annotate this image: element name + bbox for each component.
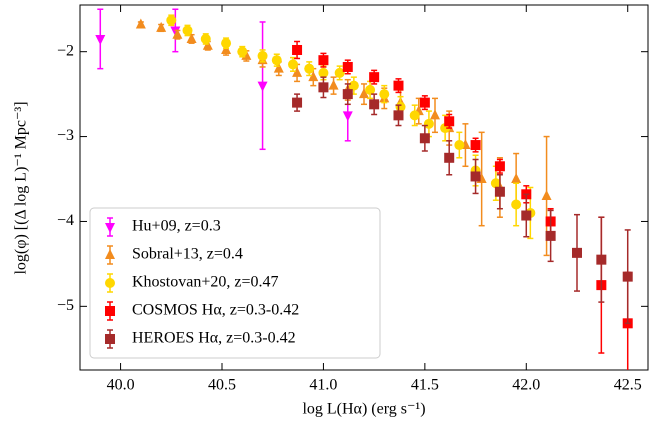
y-tick-label: −5 — [57, 297, 74, 314]
legend-label: Hu+09, z=0.3 — [132, 218, 221, 235]
marker — [342, 111, 353, 122]
marker — [166, 15, 177, 26]
x-tick-label: 42.0 — [512, 377, 540, 394]
marker — [541, 189, 552, 200]
marker — [182, 25, 193, 36]
plot-frame — [79, 4, 649, 371]
marker — [596, 254, 607, 265]
marker — [494, 161, 505, 172]
marker — [318, 55, 329, 66]
marker — [430, 109, 440, 120]
legend-label: Khostovan+20, z=0.47 — [132, 274, 278, 291]
marker — [170, 26, 181, 37]
marker — [221, 38, 232, 49]
marker — [490, 178, 501, 189]
y-axis-label: log(φ) [(Δ log L)⁻¹ Mpc⁻³] — [13, 101, 30, 274]
x-tick-label: 41.0 — [309, 377, 337, 394]
marker — [95, 34, 106, 45]
marker — [292, 97, 303, 108]
marker — [521, 210, 532, 221]
marker — [511, 199, 522, 210]
marker — [470, 140, 481, 151]
legend-marker — [105, 278, 115, 288]
marker — [444, 152, 455, 163]
marker — [292, 66, 303, 77]
marker — [423, 118, 434, 129]
marker — [156, 21, 167, 32]
marker — [572, 247, 582, 258]
marker — [308, 71, 319, 82]
marker — [419, 97, 430, 108]
x-tick-label: 40.0 — [107, 377, 135, 394]
legend-marker — [105, 334, 115, 344]
marker — [292, 44, 303, 55]
marker — [511, 173, 522, 184]
marker — [444, 116, 455, 127]
marker — [135, 18, 146, 29]
marker — [257, 50, 268, 61]
y-tick-label: −2 — [57, 42, 74, 59]
marker — [328, 79, 339, 90]
marker — [369, 72, 380, 83]
legend-box — [89, 207, 381, 359]
marker — [342, 89, 353, 100]
marker — [172, 28, 183, 39]
legend-label: HEROES Hα, z=0.3-0.42 — [132, 330, 296, 347]
x-axis-label: log L(Hα) (erg s⁻¹) — [302, 401, 425, 418]
marker — [454, 140, 465, 151]
marker — [379, 89, 390, 100]
marker — [237, 46, 248, 57]
marker — [545, 230, 556, 241]
marker — [393, 110, 404, 121]
marker — [273, 62, 284, 73]
marker — [365, 84, 376, 95]
marker — [359, 88, 369, 99]
y-tick-label: −4 — [57, 212, 74, 229]
y-tick-label: −3 — [57, 127, 74, 144]
x-tick-label: 40.5 — [208, 377, 236, 394]
marker — [271, 55, 282, 66]
marker — [257, 81, 268, 92]
marker — [419, 133, 430, 144]
marker — [369, 99, 380, 110]
marker — [494, 186, 505, 197]
marker — [342, 61, 353, 72]
x-tick-label: 41.5 — [411, 377, 439, 394]
legend-marker — [105, 306, 115, 316]
legend-marker — [105, 249, 115, 259]
legend-label: COSMOS Hα, z=0.3-0.42 — [132, 302, 299, 319]
marker — [304, 63, 315, 74]
marker — [334, 67, 345, 78]
marker — [348, 80, 359, 91]
marker — [200, 33, 211, 44]
marker — [288, 59, 298, 70]
legend-marker — [105, 223, 115, 233]
marker — [393, 80, 404, 91]
marker — [409, 110, 420, 121]
marker — [318, 82, 329, 93]
marker — [318, 67, 329, 78]
marker — [622, 271, 633, 282]
marker — [186, 32, 197, 43]
marker — [470, 171, 481, 182]
x-tick-label: 42.5 — [614, 377, 642, 394]
legend-label: Sobral+13, z=0.4 — [132, 246, 243, 263]
